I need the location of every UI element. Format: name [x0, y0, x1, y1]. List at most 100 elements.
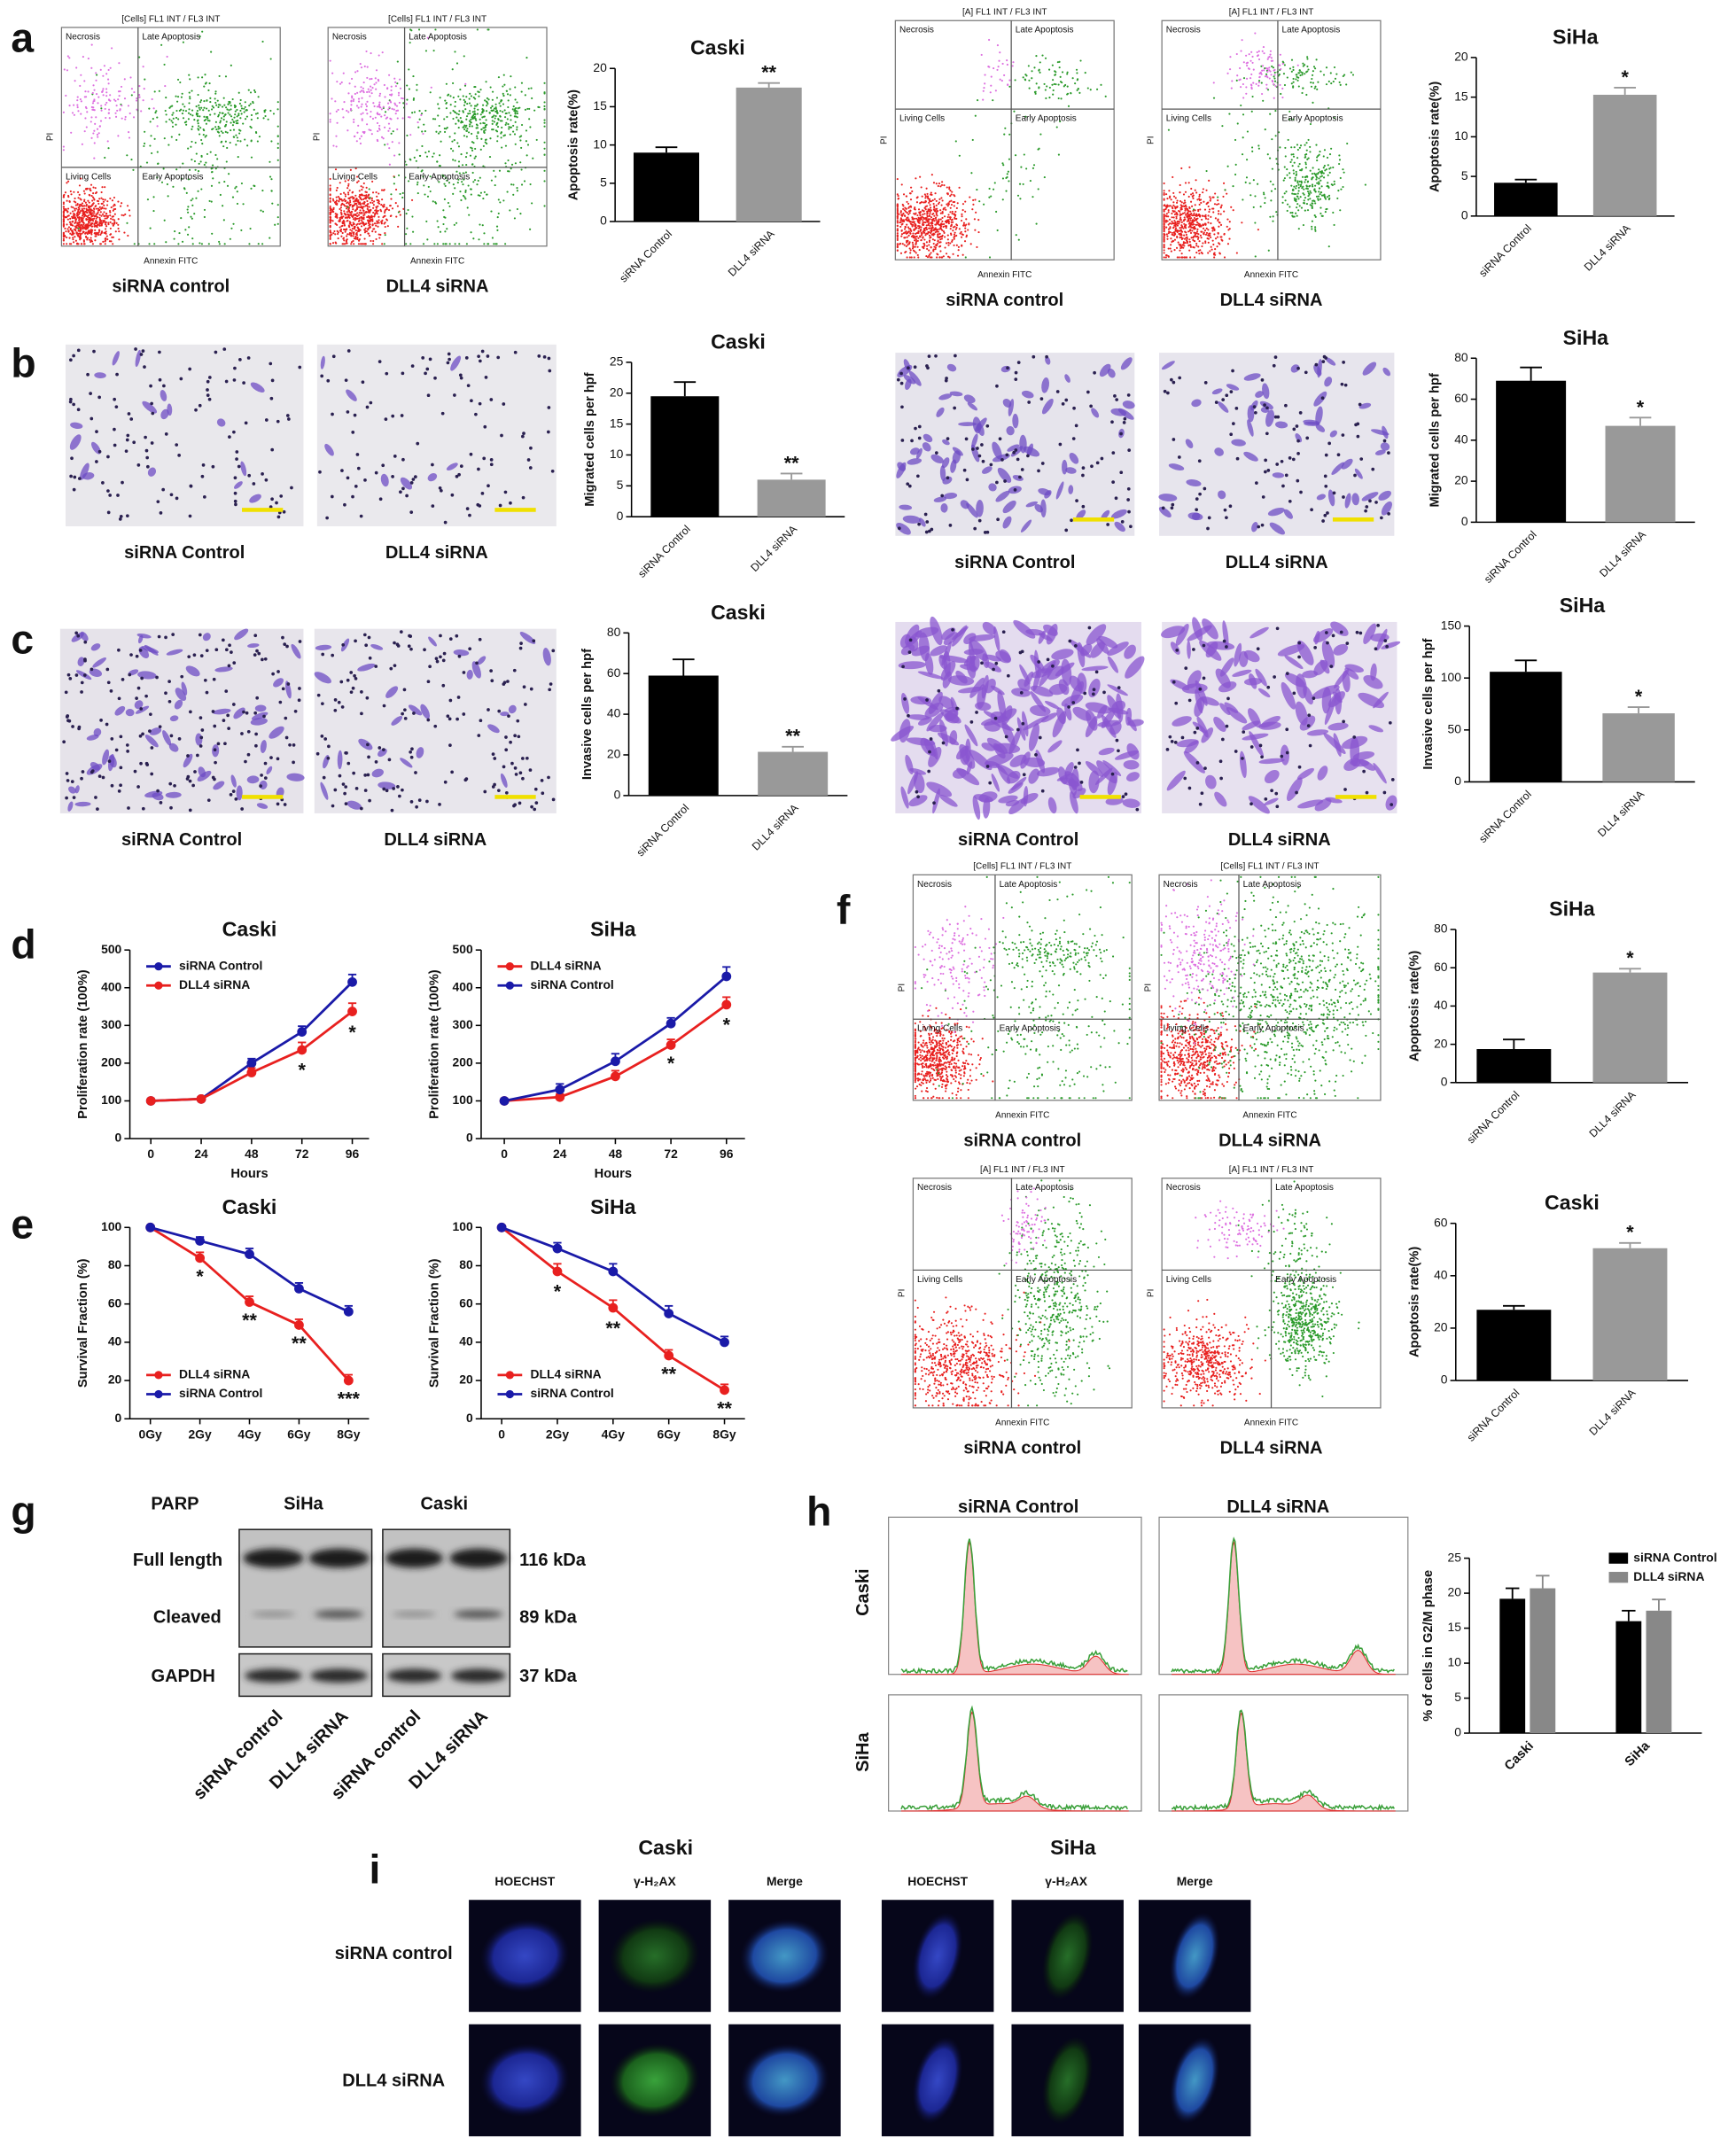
flow-dot — [1314, 229, 1316, 230]
flow-dot — [504, 109, 506, 111]
flow-dot — [466, 103, 468, 105]
flow-dot — [92, 192, 94, 194]
flow-dot — [330, 212, 331, 214]
flow-dot — [381, 221, 383, 222]
flow-dot — [1320, 175, 1321, 177]
flow-dot — [464, 198, 466, 199]
flow-dot — [264, 115, 266, 117]
flow-dot — [219, 112, 221, 113]
flow-dot — [110, 218, 112, 220]
flow-dot — [123, 232, 125, 234]
flow-dot — [928, 202, 930, 204]
flow-dot — [1203, 233, 1205, 235]
flow-dot — [927, 231, 929, 233]
flow-dot — [1029, 88, 1031, 89]
flow-dot — [932, 1084, 934, 1085]
flow-dot — [361, 219, 362, 221]
flow-dot — [1263, 46, 1265, 48]
flow-dot — [388, 74, 390, 76]
flow-dot — [113, 221, 115, 222]
flow-dot — [398, 92, 400, 94]
flow-dot — [1304, 157, 1306, 159]
flow-dot — [512, 130, 514, 132]
flow-dot — [203, 107, 205, 109]
flow-dot — [526, 108, 528, 110]
flow-dot — [964, 228, 966, 229]
flow-dot — [1079, 59, 1081, 61]
flow-dot — [910, 206, 912, 207]
flow-dot — [494, 111, 496, 113]
flow-dot — [1166, 238, 1168, 240]
flow-dot — [487, 97, 488, 99]
flow-dot — [425, 221, 427, 222]
blot-band — [244, 1549, 304, 1568]
flow-dot — [1301, 92, 1303, 94]
flow-dot — [930, 223, 932, 225]
flow-dot — [1198, 198, 1200, 199]
flow-dot — [949, 190, 951, 191]
flow-dot — [984, 82, 985, 84]
flow-dot — [1164, 198, 1165, 199]
flow-dot — [378, 237, 380, 238]
flow-dot — [517, 111, 518, 113]
flow-dot — [353, 121, 354, 123]
flow-dot — [906, 245, 907, 247]
flow-dot — [1329, 172, 1331, 174]
flow-dot — [340, 225, 342, 227]
flow-dot — [1201, 245, 1203, 247]
flow-dot — [1205, 234, 1207, 236]
cell-line-title: Caski — [638, 1836, 693, 1859]
flow-dot — [102, 75, 104, 77]
flow-dot — [1180, 245, 1182, 247]
flow-dot — [953, 237, 954, 238]
flow-dot — [86, 215, 88, 217]
flow-dot — [332, 242, 334, 244]
flow-dot — [83, 243, 85, 245]
flow-dot — [364, 66, 366, 67]
flow-dot — [1342, 168, 1343, 170]
flow-dot — [1165, 206, 1167, 207]
flow-dot — [66, 200, 68, 202]
flow-dot — [1211, 227, 1213, 229]
flow-dot — [455, 116, 457, 118]
flow-dot — [77, 203, 79, 205]
flow-dot — [938, 183, 940, 184]
flow-dot — [1204, 224, 1206, 226]
flow-dot — [1218, 242, 1219, 244]
flow-dot — [262, 117, 264, 119]
flow-dot — [217, 115, 219, 117]
flow-dot — [175, 110, 177, 112]
flow-dot — [1297, 80, 1299, 82]
flow-dot — [1284, 177, 1286, 179]
flow-dot — [900, 253, 902, 254]
flow-dot — [1282, 63, 1284, 65]
flow-dot — [1179, 230, 1180, 232]
flow-dot — [1326, 66, 1327, 68]
flow-dot — [1224, 256, 1226, 258]
flow-dot — [94, 239, 96, 241]
flow-dot — [129, 113, 131, 114]
flow-dot — [74, 209, 76, 211]
flow-dot — [919, 176, 921, 178]
flow-dot — [245, 118, 246, 120]
flow-dot — [1271, 57, 1273, 58]
flow-dot — [105, 199, 106, 201]
flow-dot — [190, 216, 191, 218]
flow-dot — [1212, 207, 1214, 209]
flow-dot — [1307, 181, 1309, 183]
flow-dot — [466, 130, 468, 132]
flow-dot — [907, 207, 909, 209]
flow-dot — [1308, 158, 1310, 159]
flow-dot — [432, 200, 434, 202]
flow-dot — [227, 112, 229, 113]
flow-dot — [254, 91, 256, 93]
flow-dot — [485, 142, 487, 144]
flow-dot — [119, 95, 121, 97]
flow-dot — [188, 118, 190, 120]
flow-dot — [1215, 217, 1217, 219]
y-axis-label: PI — [880, 136, 890, 144]
flow-dot — [82, 222, 84, 223]
flow-dot — [952, 239, 954, 241]
flow-dot — [1284, 84, 1286, 86]
flow-dot — [226, 121, 228, 122]
